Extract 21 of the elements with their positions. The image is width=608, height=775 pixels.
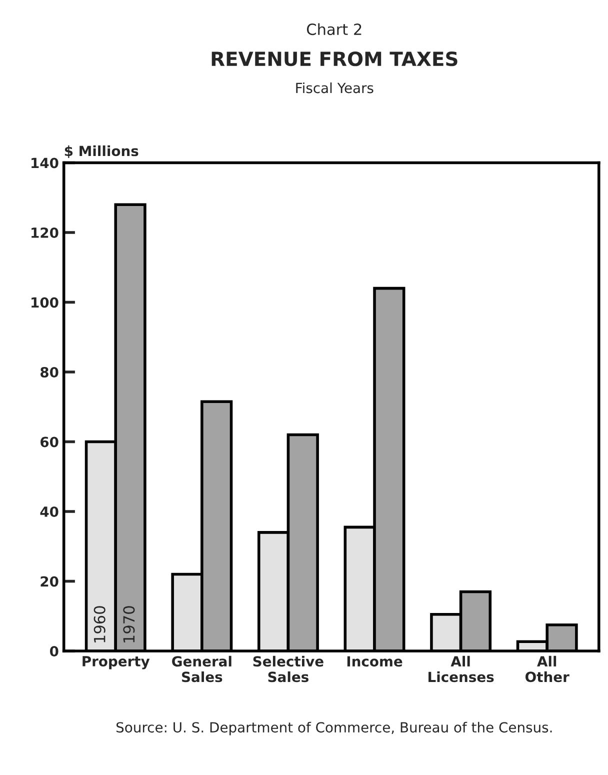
y-tick-label: 40 xyxy=(40,506,58,517)
series-label: 1960 xyxy=(94,606,106,642)
y-tick-label: 80 xyxy=(40,366,58,378)
x-tick-label: Selective Sales xyxy=(253,656,324,682)
x-tick-label: All Other xyxy=(525,656,570,682)
chart-title: REVENUE FROM TAXES xyxy=(212,51,458,66)
y-tick-label: 140 xyxy=(32,158,58,168)
chart-subtitle: Fiscal Years xyxy=(296,82,374,94)
source-note: Source: U. S. Department of Commerce, Bureau of the Census. xyxy=(116,722,552,736)
x-tick-label: All Licenses xyxy=(428,656,494,682)
x-tick-label: Property xyxy=(82,656,150,670)
series-label: 1970 xyxy=(123,606,135,642)
y-tick-label: 0 xyxy=(50,646,58,656)
x-tick-label: General Sales xyxy=(172,656,232,682)
y-tick-label: 100 xyxy=(32,297,58,308)
y-axis-title: $ Millions xyxy=(64,145,138,158)
y-tick-label: 60 xyxy=(40,436,58,448)
y-tick-label: 120 xyxy=(32,227,58,238)
caption: Chart 2 xyxy=(306,23,362,36)
x-tick-label: Income xyxy=(347,656,402,667)
y-tick-label: 20 xyxy=(40,576,58,587)
